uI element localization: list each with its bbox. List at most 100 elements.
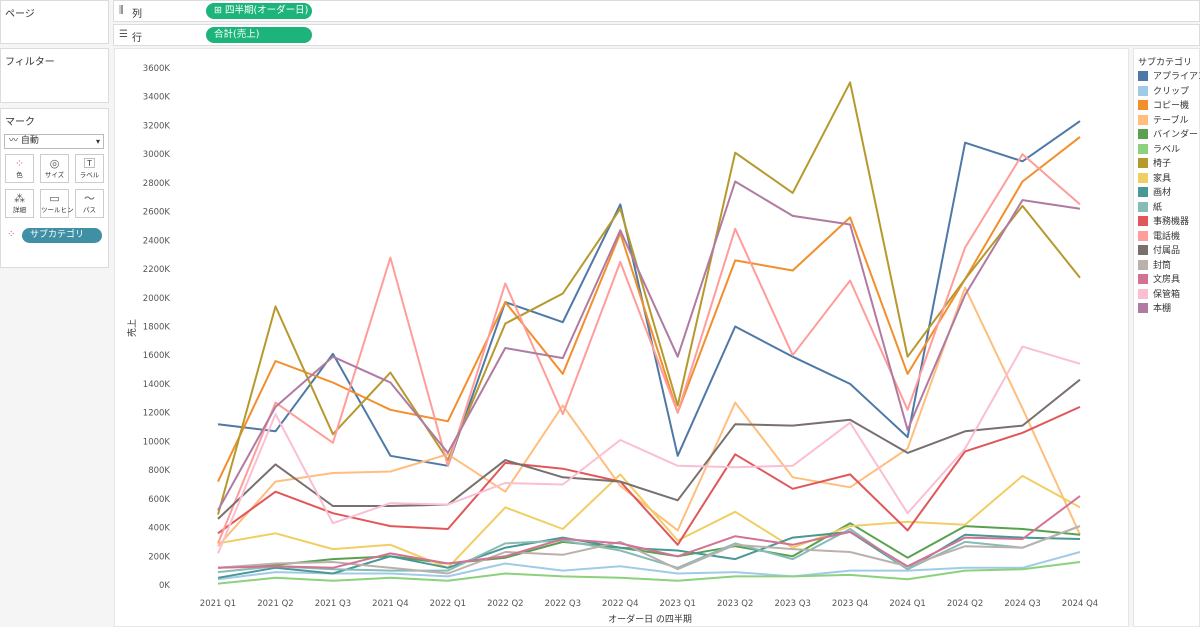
legend-label: テーブル	[1153, 115, 1189, 126]
path-button[interactable]: 〜 パス	[75, 189, 104, 218]
path-icon: 〜	[84, 192, 95, 205]
chevron-down-icon: ▾	[95, 137, 100, 146]
legend-item[interactable]: テーブル	[1138, 114, 1189, 129]
label-icon: 🅃	[84, 157, 95, 170]
series-line[interactable]	[217, 81, 1081, 515]
x-axis-title: オーダー日 の四半期	[608, 613, 692, 625]
legend-item[interactable]: バインダー	[1138, 129, 1198, 143]
series-line[interactable]	[217, 378, 1081, 520]
y-tick-label: 2200K	[143, 265, 171, 275]
legend-item[interactable]: 本棚	[1138, 303, 1171, 317]
filters-panel[interactable]: フィルター	[0, 48, 109, 103]
x-tick-label: 2021 Q4	[372, 599, 408, 609]
legend-swatch	[1138, 303, 1148, 313]
filters-label: フィルター	[5, 57, 55, 68]
legend-item[interactable]: コピー機	[1138, 100, 1189, 114]
series-line[interactable]	[217, 522, 1081, 569]
legend-item[interactable]: 家具	[1138, 172, 1172, 187]
detail-button[interactable]: ⁂ 詳細	[5, 189, 34, 218]
legend-title: サブカテゴリ	[1138, 58, 1193, 68]
x-tick-label: 2021 Q2	[257, 599, 293, 609]
legend-swatch	[1138, 201, 1148, 212]
legend-label: コピー機	[1153, 101, 1190, 111]
legend-item[interactable]: 事務機器	[1138, 216, 1189, 230]
legend-item[interactable]: 封筒	[1138, 259, 1172, 274]
series-line[interactable]	[217, 345, 1081, 554]
legend-item[interactable]: 紙	[1138, 201, 1163, 216]
x-tick-label: 2024 Q4	[1062, 599, 1098, 609]
x-tick-label: 2023 Q2	[717, 599, 753, 609]
legend-label: 文房具	[1153, 275, 1181, 285]
y-tick-label: 2800K	[143, 179, 171, 189]
label-button[interactable]: 🅃 ラベル	[75, 154, 104, 183]
series-line[interactable]	[217, 180, 1081, 511]
legend-item[interactable]: 椅子	[1138, 158, 1171, 172]
legend-item[interactable]: 文房具	[1138, 274, 1180, 288]
tooltip-icon: ▭	[49, 192, 60, 205]
x-tick-label: 2022 Q3	[545, 599, 581, 609]
legend-label: 封筒	[1153, 260, 1172, 271]
size-button[interactable]: ◎ サイズ	[40, 154, 69, 183]
rows-pill[interactable]: 合計(売上)	[206, 27, 312, 43]
series-line[interactable]	[217, 561, 1081, 585]
path-button-label: パス	[83, 206, 96, 214]
series-line[interactable]	[217, 495, 1081, 569]
legend-label: バインダー	[1153, 130, 1199, 140]
legend-swatch	[1138, 288, 1148, 299]
x-tick-label: 2023 Q4	[832, 599, 868, 609]
x-tick-label: 2023 Q3	[774, 599, 810, 609]
legend-label: アプライアンス	[1153, 72, 1200, 82]
series-lines	[217, 81, 1081, 585]
color-button[interactable]: ⁘ 色	[5, 154, 34, 183]
y-tick-label: 2000K	[143, 294, 171, 304]
legend-swatch	[1138, 143, 1148, 154]
color-field-pill[interactable]: サブカテゴリ	[22, 228, 102, 243]
mark-type-dropdown[interactable]: 〰 自動 ▾	[4, 134, 104, 149]
y-tick-label: 3600K	[143, 64, 171, 74]
x-tick-label: 2024 Q1	[889, 599, 925, 609]
legend-item[interactable]: クリップ	[1138, 85, 1190, 100]
legend-swatch	[1138, 100, 1148, 110]
y-tick-label: 400K	[148, 524, 170, 534]
y-tick-label: 3200K	[143, 121, 171, 131]
series-line[interactable]	[217, 551, 1081, 581]
legend-item[interactable]: 画材	[1138, 187, 1171, 201]
legend-label: ラベル	[1153, 144, 1181, 155]
legend-item[interactable]: 電話機	[1138, 230, 1180, 245]
y-axis-title: 売上	[126, 319, 138, 337]
tooltip-button-label: ツールヒント	[41, 206, 80, 214]
mark-type-value: 自動	[20, 136, 39, 146]
size-button-label: サイズ	[44, 171, 65, 179]
legend-swatch	[1138, 114, 1148, 125]
marks-label: マーク	[5, 117, 35, 128]
legend-label: 椅子	[1153, 159, 1172, 169]
series-line[interactable]	[217, 525, 1081, 575]
legend-swatch	[1138, 172, 1148, 183]
tooltip-button[interactable]: ▭ ツールヒント	[40, 189, 80, 218]
y-tick-label: 3000K	[143, 150, 171, 160]
columns-icon: ⫼	[119, 5, 124, 16]
color-button-label: 色	[16, 171, 23, 179]
legend-item[interactable]: 保管箱	[1138, 288, 1180, 303]
legend-swatch	[1138, 259, 1148, 270]
series-line[interactable]	[217, 153, 1081, 544]
pages-panel: ページ	[0, 0, 109, 44]
rows-icon: ☰	[119, 29, 128, 40]
legend-swatch	[1138, 129, 1148, 139]
legend-item[interactable]: 付属品	[1138, 245, 1180, 259]
rows-shelf[interactable]: ☰ 行 合計(売上)	[113, 24, 1200, 46]
series-line[interactable]	[217, 405, 1081, 546]
columns-pill[interactable]: ⊞ 四半期(オーダー日)	[206, 3, 312, 19]
line-icon: 〰	[9, 136, 19, 146]
legend-label: 家具	[1153, 173, 1172, 184]
x-tick-label: 2022 Q2	[487, 599, 523, 609]
legend-item[interactable]: アプライアンス	[1138, 71, 1200, 85]
y-tick-label: 3400K	[143, 93, 171, 103]
y-tick-label: 800K	[148, 466, 170, 476]
x-tick-label: 2021 Q1	[200, 599, 236, 609]
legend-label: 紙	[1153, 202, 1163, 213]
columns-shelf[interactable]: ⫼ 列 ⊞ 四半期(オーダー日)	[113, 0, 1200, 22]
series-line[interactable]	[217, 473, 1081, 569]
legend-label: クリップ	[1153, 86, 1190, 97]
legend-item[interactable]: ラベル	[1138, 143, 1181, 158]
